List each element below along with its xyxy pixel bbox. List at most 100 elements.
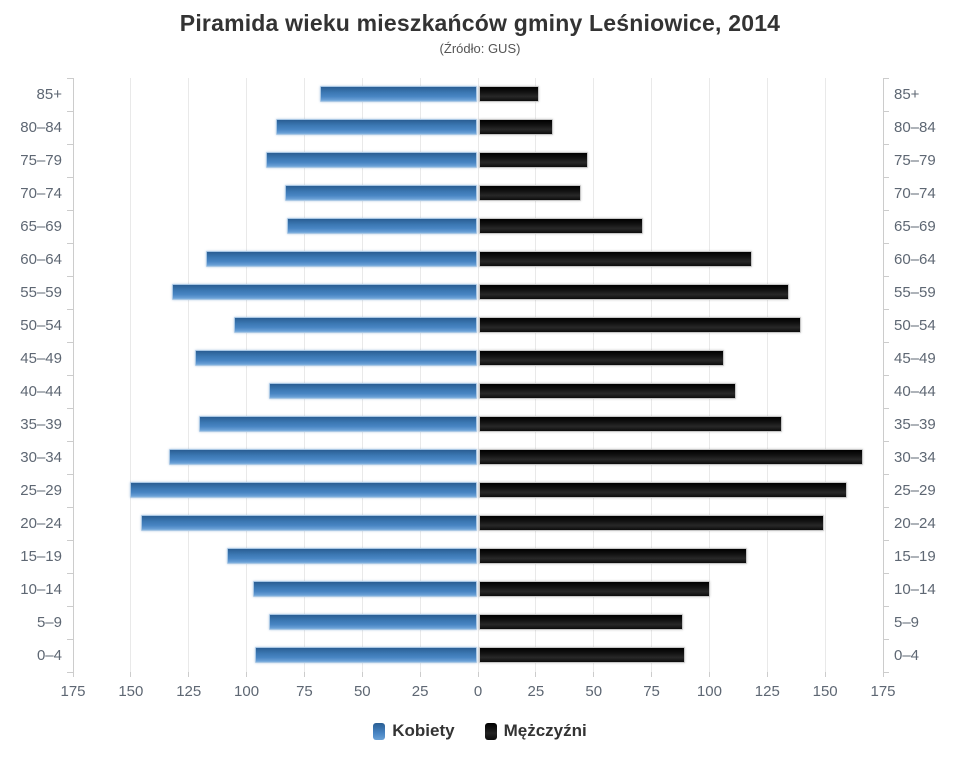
men-bar[interactable] [479, 449, 863, 465]
y-axis-tick-right [883, 243, 889, 244]
men-bar[interactable] [479, 284, 789, 300]
men-bar[interactable] [479, 548, 747, 564]
y-axis-tick-right [883, 672, 889, 673]
x-axis-tick [651, 672, 653, 677]
y-axis-label-left: 25–29 [20, 482, 62, 499]
y-axis-label-right: 75–79 [894, 152, 936, 169]
y-axis-label-right: 25–29 [894, 482, 936, 499]
women-bar[interactable] [269, 383, 477, 399]
gridline [651, 78, 653, 672]
men-bar[interactable] [479, 317, 801, 333]
y-axis-tick-right [883, 210, 889, 211]
x-axis-tick [766, 672, 768, 677]
gridline [419, 78, 421, 672]
gridline [477, 78, 479, 672]
men-bar[interactable] [479, 482, 847, 498]
x-axis-tick [824, 672, 826, 677]
y-axis-label-right: 50–54 [894, 317, 936, 334]
men-bar[interactable] [479, 383, 736, 399]
men-bar[interactable] [479, 251, 752, 267]
x-axis-tick [130, 672, 132, 677]
x-axis-label: 175 [870, 683, 896, 700]
y-axis-tick-left [67, 408, 73, 409]
women-bar[interactable] [206, 251, 477, 267]
x-axis-tick [72, 672, 74, 677]
legend-item-mezczyzni[interactable]: Mężczyźni [484, 721, 587, 741]
legend: Kobiety Mężczyźni [0, 721, 960, 741]
y-axis-label-right: 30–34 [894, 449, 936, 466]
y-axis-tick-right [883, 144, 889, 145]
women-bar[interactable] [227, 548, 477, 564]
y-axis-label-right: 15–19 [894, 548, 936, 565]
men-bar[interactable] [479, 515, 824, 531]
women-bar[interactable] [141, 515, 477, 531]
x-axis-label: 50 [585, 683, 603, 700]
men-bar[interactable] [479, 86, 539, 102]
gridline [708, 78, 710, 672]
men-bar[interactable] [479, 614, 683, 630]
men-bar[interactable] [479, 119, 553, 135]
men-bar[interactable] [479, 350, 724, 366]
women-bar[interactable] [195, 350, 477, 366]
y-axis-label-right: 85+ [894, 86, 920, 103]
y-axis-tick-left [67, 342, 73, 343]
y-axis-label-right: 45–49 [894, 350, 936, 367]
women-series-swatch-icon [373, 722, 386, 740]
gridline [303, 78, 305, 672]
women-bar[interactable] [255, 647, 477, 663]
women-bar[interactable] [234, 317, 477, 333]
men-bar[interactable] [479, 152, 588, 168]
y-axis-label-left: 75–79 [20, 152, 62, 169]
y-axis-tick-right [883, 639, 889, 640]
y-axis-label-right: 10–14 [894, 581, 936, 598]
legend-label-mezczyzni: Mężczyźni [503, 721, 587, 740]
x-axis-tick [593, 672, 595, 677]
chart-container: Piramida wieku mieszkańców gminy Leśniow… [0, 0, 960, 740]
plot-area [72, 78, 884, 672]
y-axis-tick-left [67, 540, 73, 541]
gridline [766, 78, 768, 672]
women-bar[interactable] [269, 614, 477, 630]
x-axis-label: 100 [234, 683, 260, 700]
gridline [361, 78, 363, 672]
y-axis-tick-right [883, 309, 889, 310]
women-bar[interactable] [285, 185, 477, 201]
y-axis-tick-right [883, 111, 889, 112]
women-bar[interactable] [172, 284, 477, 300]
women-bar[interactable] [287, 218, 477, 234]
y-axis-tick-right [883, 474, 889, 475]
y-axis-label-left: 45–49 [20, 350, 62, 367]
y-axis-tick-left [67, 672, 73, 673]
women-bar[interactable] [276, 119, 477, 135]
y-axis-tick-left [67, 639, 73, 640]
y-axis-tick-right [883, 408, 889, 409]
men-bar[interactable] [479, 218, 643, 234]
women-bar[interactable] [130, 482, 477, 498]
y-axis-tick-right [883, 606, 889, 607]
y-axis-label-left: 70–74 [20, 185, 62, 202]
y-axis-tick-left [67, 144, 73, 145]
y-axis-tick-right [883, 441, 889, 442]
women-bar[interactable] [266, 152, 477, 168]
x-axis-tick [477, 672, 479, 677]
women-bar[interactable] [320, 86, 477, 102]
y-axis-label-right: 5–9 [894, 614, 920, 631]
men-bar[interactable] [479, 185, 581, 201]
y-axis-label-right: 40–44 [894, 383, 936, 400]
gridline [130, 78, 132, 672]
women-bar[interactable] [253, 581, 477, 597]
men-bar[interactable] [479, 416, 782, 432]
y-axis-label-left: 10–14 [20, 581, 62, 598]
legend-item-kobiety[interactable]: Kobiety [373, 721, 455, 741]
x-axis: 175 150 125 100 75 50 25 0 25 50 75 100 125 150 175 [60, 683, 895, 703]
men-bar[interactable] [479, 647, 685, 663]
gridline [246, 78, 248, 672]
legend-label-kobiety: Kobiety [392, 721, 455, 740]
men-bar[interactable] [479, 581, 710, 597]
women-bar[interactable] [199, 416, 477, 432]
x-axis-tick [303, 672, 305, 677]
y-axis-label-right: 60–64 [894, 251, 936, 268]
y-axis-labels-right: 85+ 80–84 75–79 70–74 65–69 60–64 55–59 50–54 45… [894, 78, 960, 672]
women-bar[interactable] [169, 449, 477, 465]
y-axis-label-right: 0–4 [894, 647, 920, 664]
